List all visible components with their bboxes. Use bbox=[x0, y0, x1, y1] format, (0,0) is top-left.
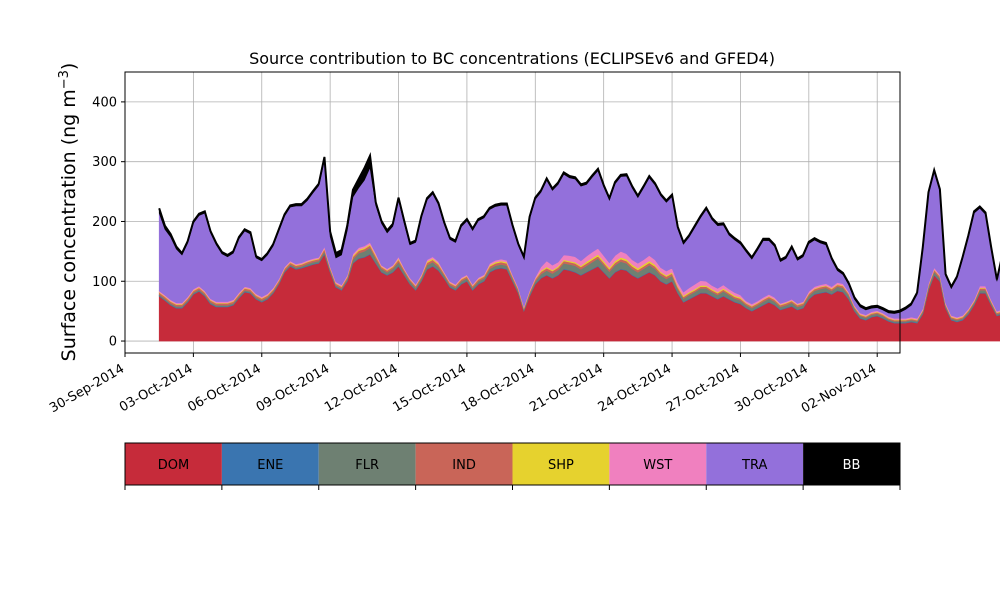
y-axis-label-text: Surface concentration (ng m bbox=[58, 89, 80, 361]
x-tick-label: 15-Oct-2014 bbox=[391, 361, 469, 415]
y-tick-label: 100 bbox=[92, 275, 117, 290]
x-tick-label: 27-Oct-2014 bbox=[664, 361, 742, 415]
total-outline bbox=[158, 152, 1000, 313]
y-axis-label: Surface concentration (ng m−3) bbox=[57, 63, 80, 362]
x-tick-label: 09-Oct-2014 bbox=[254, 361, 332, 415]
legend-swatch-dom bbox=[125, 443, 222, 485]
legend-swatch-tra bbox=[706, 443, 804, 485]
legend-label-ind: IND bbox=[452, 458, 476, 473]
plot-frame bbox=[124, 71, 901, 354]
legend-label-dom: DOM bbox=[158, 458, 189, 473]
y-tick-label: 300 bbox=[92, 155, 117, 170]
x-tick-label: 30-Oct-2014 bbox=[732, 361, 810, 415]
x-tick-label: 18-Oct-2014 bbox=[459, 361, 537, 415]
chart-title: Source contribution to BC concentrations… bbox=[249, 49, 775, 68]
y-axis-label-superscript: −3 bbox=[57, 70, 72, 89]
legend-label-ene: ENE bbox=[257, 458, 283, 473]
legend-label-flr: FLR bbox=[355, 458, 379, 473]
series-areas bbox=[158, 152, 1000, 342]
legend-swatch-flr bbox=[318, 443, 416, 485]
legend-label-bb: BB bbox=[843, 458, 861, 473]
y-tick-label: 200 bbox=[92, 215, 117, 230]
x-tick-label: 24-Oct-2014 bbox=[596, 361, 674, 415]
y-tick-label: 0 bbox=[109, 335, 117, 350]
x-tick-label: 12-Oct-2014 bbox=[322, 361, 400, 415]
y-tick-label: 400 bbox=[92, 95, 117, 110]
legend-label-shp: SHP bbox=[548, 458, 574, 473]
x-tick-label: 06-Oct-2014 bbox=[185, 361, 263, 415]
x-tick-label: 03-Oct-2014 bbox=[117, 361, 195, 415]
legend-swatch-ind bbox=[415, 443, 513, 485]
legend-label-wst: WST bbox=[643, 458, 672, 473]
legend-colorbar: DOM ENE FLR IND SHP WST TRA BB bbox=[124, 442, 901, 490]
legend-swatch-wst bbox=[609, 443, 707, 485]
legend-swatch-shp bbox=[512, 443, 610, 485]
legend-swatch-ene bbox=[221, 443, 319, 485]
legend-label-tra: TRA bbox=[741, 458, 767, 473]
x-tick-label: 02-Nov-2014 bbox=[799, 361, 879, 416]
legend-swatch-bb bbox=[803, 443, 900, 485]
y-axis-label-close: ) bbox=[58, 63, 80, 70]
x-tick-label: 21-Oct-2014 bbox=[527, 361, 605, 415]
x-tick-label: 30-Sep-2014 bbox=[47, 361, 127, 416]
